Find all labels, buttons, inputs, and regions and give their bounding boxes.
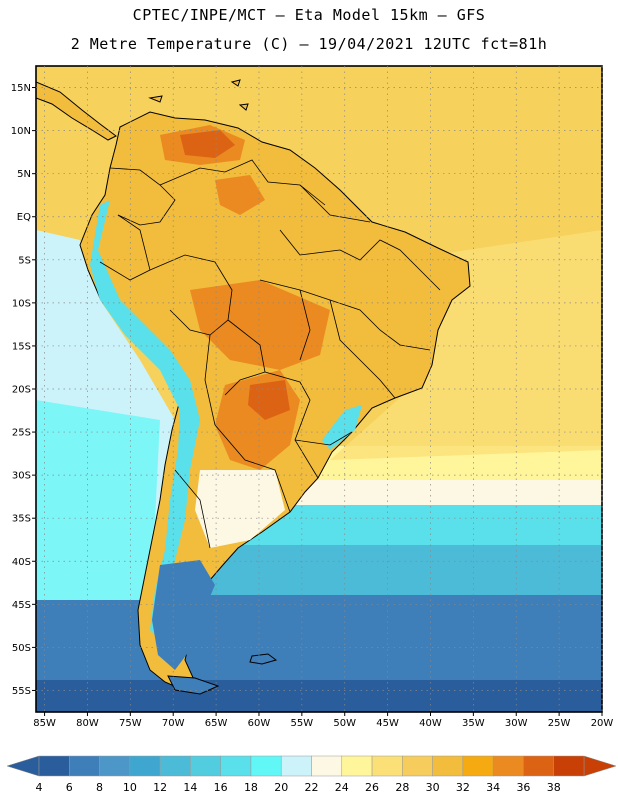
colorbar-swatch xyxy=(159,755,191,777)
hot-zone-guiana xyxy=(215,175,265,215)
colorbar-label: 38 xyxy=(547,781,561,794)
lat-tick-label: 25S xyxy=(12,428,31,439)
lon-tick-label: 80W xyxy=(76,718,99,729)
patagonia-cold-zone xyxy=(152,560,215,670)
lat-tick-label: 10S xyxy=(12,298,31,309)
colorbar-high-arrow xyxy=(583,755,617,777)
latitude-tick-labels: 15N 10N 5N EQ 5S 10S 15S 20S 25S 30S 35S 40S 45S 50S 5… xyxy=(11,83,31,697)
central-america xyxy=(36,81,117,141)
lon-tick-label: 20W xyxy=(591,718,614,729)
colorbar-label: 14 xyxy=(183,781,197,794)
pacific-colder-strip xyxy=(36,400,160,600)
ocean-band-blue xyxy=(36,595,602,680)
tierra-del-fuego xyxy=(167,675,220,695)
lon-tick-label: 70W xyxy=(162,718,185,729)
lon-tick-label: 30W xyxy=(505,718,528,729)
lat-tick-label: 55S xyxy=(12,686,31,697)
lat-tick-label: 20S xyxy=(12,385,31,396)
andes-ridge xyxy=(90,200,200,640)
deep-hot-zone-chaco xyxy=(248,380,290,420)
hot-zone-center-west xyxy=(190,280,330,370)
lon-tick-label: 65W xyxy=(205,718,228,729)
lon-tick-label: 85W xyxy=(33,718,56,729)
lat-tick-label: 35S xyxy=(12,514,31,525)
lat-tick-label: 15N xyxy=(11,83,31,94)
colorbar-swatch xyxy=(280,755,312,777)
colorbar-label: 36 xyxy=(516,781,530,794)
lat-tick-label: 15S xyxy=(12,341,31,352)
lat-tick-label: 50S xyxy=(12,643,31,654)
colorbar-swatch xyxy=(99,755,131,777)
colorbar-label: 34 xyxy=(486,781,500,794)
lon-tick-label: 60W xyxy=(248,718,271,729)
colorbar-label: 18 xyxy=(244,781,258,794)
colorbar-swatch xyxy=(462,755,494,777)
colorbar-swatch xyxy=(341,755,373,777)
falkland-islands xyxy=(249,653,278,665)
atlantic-warm-zone xyxy=(330,230,602,460)
longitude-tick-labels: 85W 80W 75W 70W 65W 60W 55W 50W 45W 40W 35W 30W 25W 2… xyxy=(33,718,613,729)
colorbar-label: 30 xyxy=(426,781,440,794)
colorbar-label: 8 xyxy=(96,781,103,794)
colorbar-swatch xyxy=(190,755,221,777)
colorbar-label: 24 xyxy=(335,781,349,794)
colorbar-swatch xyxy=(553,755,585,777)
lon-tick-label: 25W xyxy=(548,718,571,729)
colorbar-low-arrow xyxy=(6,755,40,777)
colorbar-label: 22 xyxy=(305,781,319,794)
colorbar-label: 20 xyxy=(274,781,288,794)
pampa-mild-zone xyxy=(195,470,285,548)
colorbar-swatch xyxy=(38,755,70,777)
lon-tick-label: 55W xyxy=(291,718,314,729)
colorbar-label: 16 xyxy=(214,781,228,794)
lat-tick-label: 5S xyxy=(18,255,31,266)
map-title-line-1: CPTEC/INPE/MCT – Eta Model 15km – GFS xyxy=(132,6,486,24)
colorbar-label: 28 xyxy=(395,781,409,794)
colorbar-swatch xyxy=(220,755,252,777)
map-title-line-2: 2 Metre Temperature (C) – 19/04/2021 12U… xyxy=(70,35,548,53)
lat-tick-label: 30S xyxy=(12,471,31,482)
colorbar-swatch xyxy=(523,755,554,777)
colorbar-swatch xyxy=(371,755,403,777)
colorbar-label: 26 xyxy=(365,781,379,794)
colorbar-label: 10 xyxy=(123,781,137,794)
lat-tick-label: 40S xyxy=(12,557,31,568)
colorbar-label: 6 xyxy=(66,781,73,794)
colorbar-swatch xyxy=(129,755,161,777)
lat-tick-label: EQ xyxy=(17,212,31,223)
lon-tick-label: 75W xyxy=(119,718,142,729)
temperature-colorbar: 4 6 8 10 12 14 16 18 20 22 24 26 28 30 32 34 36 38 xyxy=(6,755,617,794)
country-borders xyxy=(99,159,441,549)
lon-tick-label: 45W xyxy=(376,718,399,729)
colorbar-swatch xyxy=(432,755,464,777)
ocean-band-cold xyxy=(36,680,602,712)
colorbar-swatch xyxy=(492,755,524,777)
lon-tick-label: 40W xyxy=(419,718,442,729)
caribbean-islands xyxy=(148,79,249,111)
lat-lon-gridlines xyxy=(32,66,603,716)
lon-tick-label: 50W xyxy=(333,718,356,729)
lon-tick-label: 35W xyxy=(462,718,485,729)
southeast-coast-cool xyxy=(322,405,362,450)
colorbar-swatch xyxy=(69,755,100,777)
colorbar-label: 4 xyxy=(36,781,43,794)
lat-tick-label: 45S xyxy=(12,600,31,611)
temperature-map: 15N 10N 5N EQ 5S 10S 15S 20S 25S 30S 35S 40S 45S 50S 5… xyxy=(11,65,613,729)
colorbar-swatch xyxy=(311,755,343,777)
colorbar-swatch xyxy=(402,755,433,777)
colorbar-swatch xyxy=(250,755,282,777)
colorbar-label: 32 xyxy=(456,781,470,794)
deep-hot-zone xyxy=(180,130,235,158)
colorbar-label: 12 xyxy=(153,781,167,794)
lat-tick-label: 5N xyxy=(17,169,31,180)
lat-tick-label: 10N xyxy=(11,126,31,137)
